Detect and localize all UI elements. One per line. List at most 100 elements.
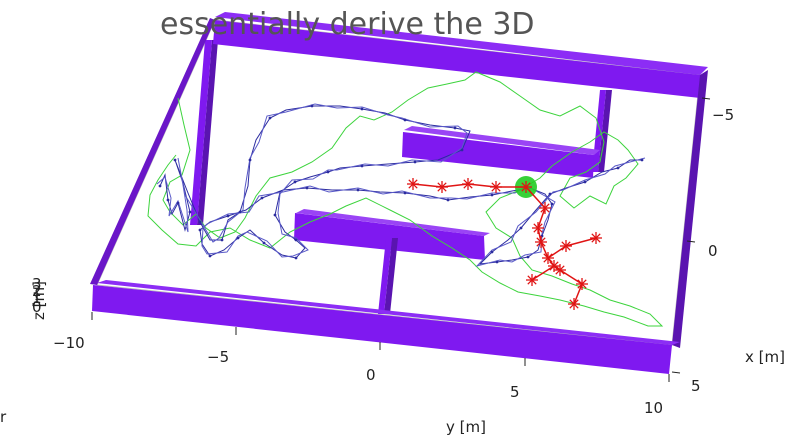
estimated-path-point bbox=[166, 198, 170, 202]
estimated-path-point bbox=[413, 160, 417, 164]
estimated-path-point bbox=[616, 166, 620, 170]
series-estimated-path-a bbox=[159, 105, 642, 265]
skeleton-bone bbox=[547, 245, 567, 259]
skeleton-joint bbox=[407, 178, 419, 190]
skeleton-joint bbox=[526, 274, 538, 286]
estimated-path-point bbox=[453, 126, 457, 130]
margin-glyph: r bbox=[0, 408, 7, 426]
estimated-path-point bbox=[260, 196, 264, 200]
wall-right-side bbox=[672, 70, 708, 348]
estimated-path-point bbox=[294, 256, 298, 260]
estimated-path-point bbox=[173, 158, 177, 162]
wall-right-stub-side bbox=[598, 90, 612, 172]
wall-left-stub-side bbox=[197, 40, 218, 225]
y-tick-label-4: 5 bbox=[510, 383, 520, 401]
estimated-path-point bbox=[360, 107, 364, 111]
estimated-path-point bbox=[294, 238, 298, 242]
skeleton-joint bbox=[542, 252, 554, 264]
overlay-caption: essentially derive the 3D bbox=[160, 7, 535, 42]
z-axis-label: z [m] bbox=[30, 281, 48, 320]
skeleton-joint bbox=[576, 278, 588, 290]
estimated-path-point bbox=[198, 220, 202, 224]
estimated-path-point bbox=[526, 255, 530, 259]
wall-back-top bbox=[215, 12, 708, 75]
skeleton-bone bbox=[540, 241, 549, 259]
estimated-path-point bbox=[188, 210, 192, 214]
skeleton bbox=[407, 176, 602, 310]
estimated-path-point bbox=[326, 170, 330, 174]
estimated-path-point bbox=[226, 214, 230, 218]
skeleton-joint bbox=[590, 232, 602, 244]
wall-upper-bar-top bbox=[404, 126, 600, 155]
z-tick-label-3: 1 bbox=[32, 289, 42, 307]
x-tick-label-2: 0 bbox=[708, 242, 718, 260]
y-tick-label-1: −10 bbox=[53, 334, 85, 352]
estimated-path-point bbox=[158, 184, 162, 188]
wall-front bbox=[92, 285, 672, 374]
skeleton-bone bbox=[559, 269, 583, 285]
estimated-path-point bbox=[305, 186, 309, 190]
x-axis-label: x [m] bbox=[745, 348, 785, 366]
estimated-path-point bbox=[262, 241, 266, 245]
estimated-path-point bbox=[198, 228, 202, 232]
estimated-path-point bbox=[360, 164, 364, 168]
skeleton-bone bbox=[565, 237, 597, 247]
estimated-path-point bbox=[490, 250, 494, 254]
series-estimated-path-b bbox=[156, 103, 646, 267]
estimated-path-point bbox=[208, 254, 212, 258]
z-tick-label-2: 2 bbox=[32, 282, 42, 300]
wall-back bbox=[213, 20, 700, 98]
estimated-path-point bbox=[403, 118, 407, 122]
estimated-path-point bbox=[403, 191, 407, 195]
wall-upper-bar bbox=[402, 132, 594, 178]
estimated-path-point bbox=[176, 201, 180, 205]
z-tick-label-4: 0 bbox=[32, 298, 42, 316]
estimated-path-point bbox=[293, 180, 297, 184]
inner-walls bbox=[190, 40, 612, 314]
wall-middle-stub-side bbox=[384, 238, 398, 314]
estimated-path-point bbox=[220, 238, 224, 242]
estimated-path-point bbox=[550, 202, 554, 206]
estimated-path-point bbox=[273, 213, 277, 217]
series-ground-truth-path bbox=[147, 71, 664, 327]
skeleton-joint bbox=[490, 181, 502, 193]
skeleton-joint bbox=[436, 181, 448, 193]
estimated-path-point bbox=[236, 236, 240, 240]
wall-front-top bbox=[97, 280, 680, 345]
estimated-path-point bbox=[460, 148, 464, 152]
estimated-path-point bbox=[519, 226, 523, 230]
skeleton-joint bbox=[462, 178, 474, 190]
trajectories bbox=[147, 71, 664, 327]
skeleton-joint bbox=[560, 240, 572, 252]
wall-left-side bbox=[90, 18, 215, 285]
estimated-path-point bbox=[310, 104, 314, 108]
estimated-path-point bbox=[238, 210, 242, 214]
axis-ticks bbox=[91, 97, 711, 382]
skeleton-joints bbox=[407, 178, 602, 310]
x-tick-mark-2 bbox=[686, 240, 696, 243]
outer-walls bbox=[90, 12, 708, 374]
x-tick-mark-3 bbox=[671, 371, 681, 374]
estimated-path-point bbox=[495, 260, 499, 264]
y-axis-label: y [m] bbox=[446, 418, 486, 436]
skeleton-joint bbox=[532, 222, 544, 234]
estimated-path-point bbox=[268, 116, 272, 120]
skeleton-joint bbox=[520, 181, 532, 193]
x-tick-mark-1 bbox=[701, 97, 711, 100]
skeleton-joint bbox=[554, 264, 566, 276]
estimated-path-point bbox=[490, 193, 494, 197]
y-tick-label-5: 10 bbox=[644, 399, 663, 417]
skeleton-bone bbox=[531, 265, 555, 281]
wall-middle-bar bbox=[294, 213, 485, 260]
x-tick-label-3: 5 bbox=[691, 377, 701, 395]
wall-middle-stub bbox=[378, 238, 392, 314]
estimated-path-point bbox=[640, 158, 644, 162]
wall-middle-bar-top bbox=[296, 209, 490, 236]
estimated-path-point bbox=[356, 188, 360, 192]
estimated-path-point bbox=[248, 158, 252, 162]
estimated-path-point bbox=[583, 180, 587, 184]
skeleton-joint bbox=[535, 236, 547, 248]
estimated-path-point bbox=[446, 198, 450, 202]
skeleton-bone bbox=[537, 207, 546, 229]
